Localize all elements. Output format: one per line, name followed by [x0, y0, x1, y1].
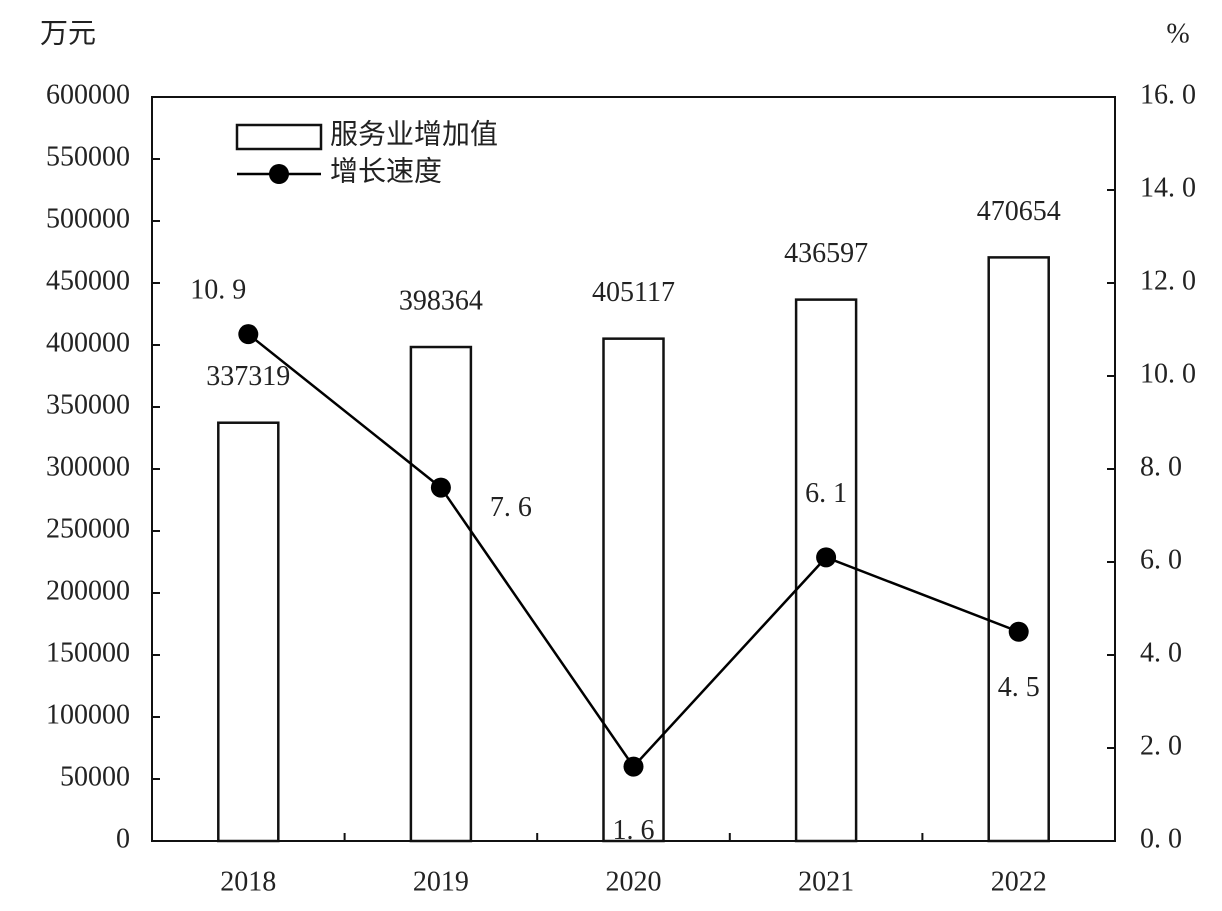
- line-point: [238, 324, 259, 345]
- line-value-label: 1. 6: [613, 815, 655, 846]
- y-tick-label: 200000: [46, 575, 130, 606]
- y2-tick-label: 12. 0: [1140, 265, 1196, 296]
- line-point: [430, 477, 451, 498]
- legend-swatch: [235, 123, 323, 151]
- y2-tick-label: 10. 0: [1140, 358, 1196, 389]
- y-tick-label: 350000: [46, 389, 130, 420]
- x-tick-label: 2019: [413, 866, 469, 897]
- y-tick-label: 250000: [46, 513, 130, 544]
- x-tick-label: 2021: [798, 866, 854, 897]
- x-tick-label: 2022: [991, 866, 1047, 897]
- bar: [409, 345, 473, 843]
- line-value-label: 4. 5: [998, 672, 1040, 703]
- bar-value-label: 337319: [206, 361, 290, 392]
- y-tick-label: 150000: [46, 637, 130, 668]
- bar-value-label: 470654: [977, 196, 1061, 227]
- line-point: [816, 547, 837, 568]
- bar-value-label: 398364: [399, 285, 483, 316]
- y2-tick-label: 16. 0: [1140, 79, 1196, 110]
- legend-label: 服务业增加值: [330, 118, 498, 150]
- y-tick-label: 50000: [60, 761, 130, 792]
- bar: [987, 256, 1050, 843]
- y2-tick-label: 4. 0: [1140, 637, 1182, 668]
- y-axis-label: 万元: [40, 18, 96, 49]
- bar: [794, 298, 858, 843]
- line-point: [623, 756, 644, 777]
- y-tick-label: 300000: [46, 451, 130, 482]
- bar-value-label: 436597: [784, 238, 868, 269]
- y-tick-label: 450000: [46, 265, 130, 296]
- y2-tick-label: 8. 0: [1140, 451, 1182, 482]
- x-tick-label: 2020: [606, 866, 662, 897]
- line-value-label: 6. 1: [805, 478, 847, 509]
- bar: [217, 421, 280, 843]
- line-value-label: 10. 9: [190, 275, 246, 306]
- y2-tick-label: 0. 0: [1140, 823, 1182, 854]
- line-point: [1008, 621, 1029, 642]
- legend-swatch-point: [269, 164, 289, 184]
- y-tick-label: 550000: [46, 141, 130, 172]
- y2-axis-label: %: [1166, 18, 1189, 49]
- bar-value-label: 405117: [592, 277, 675, 308]
- y-tick-label: 0: [116, 823, 130, 854]
- legend-label: 增长速度: [330, 155, 442, 187]
- line-value-label: 7. 6: [490, 492, 532, 523]
- y-tick-label: 100000: [46, 699, 130, 730]
- y2-tick-label: 14. 0: [1140, 172, 1196, 203]
- y-tick-label: 400000: [46, 327, 130, 358]
- x-tick-label: 2018: [220, 866, 276, 897]
- y2-tick-label: 2. 0: [1140, 730, 1182, 761]
- y-tick-label: 500000: [46, 203, 130, 234]
- y-tick-label: 600000: [46, 79, 130, 110]
- y2-tick-label: 6. 0: [1140, 544, 1182, 575]
